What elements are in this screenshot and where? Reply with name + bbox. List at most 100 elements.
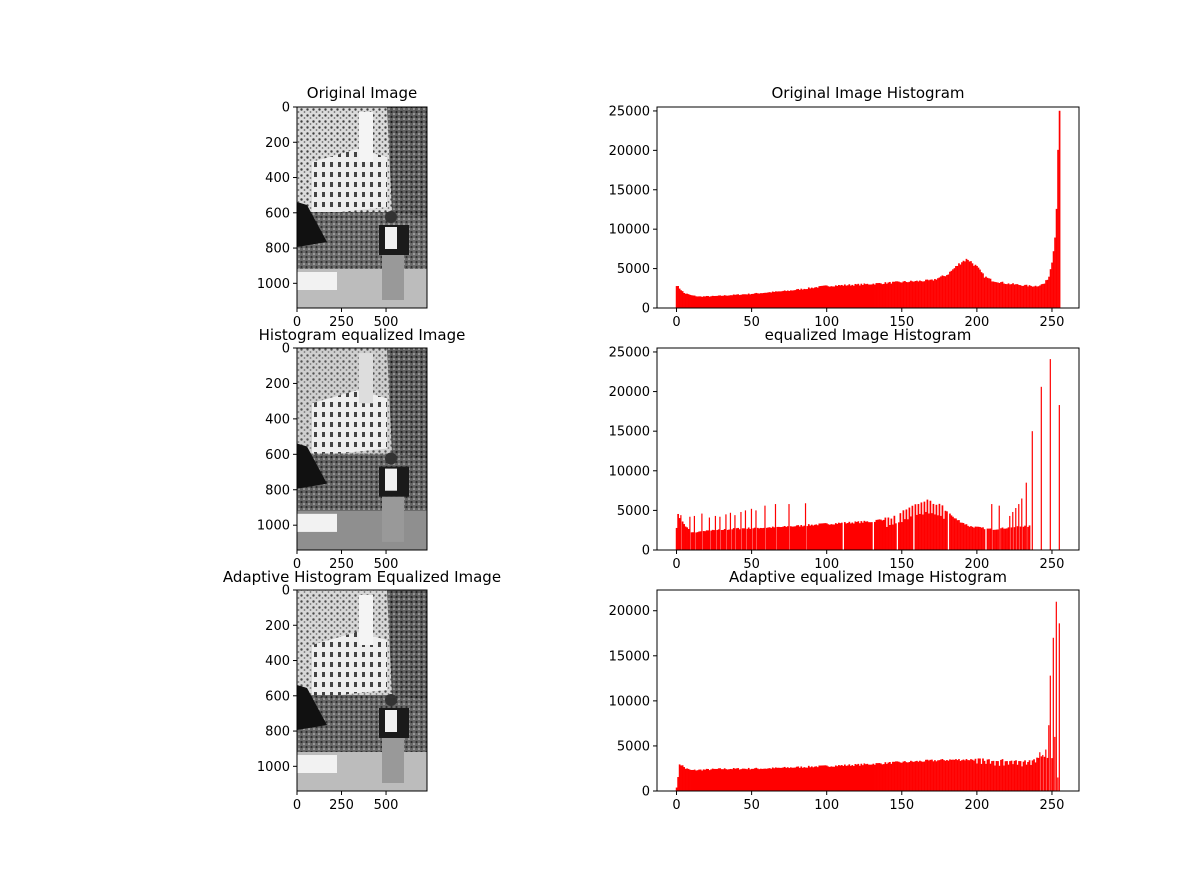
histogram-bar (967, 259, 969, 308)
histogram-bar (848, 521, 851, 550)
histogram-bar (795, 289, 798, 308)
histogram-bar (845, 765, 848, 791)
photo-person-head (385, 452, 397, 465)
histogram-bar (795, 766, 798, 791)
adaptive-image-panel: 0 250 500 0 200 400 600 800 1000 (257, 584, 428, 813)
photo-person-jeans (382, 255, 404, 300)
histogram-bar (925, 279, 927, 308)
histogram-bar (995, 761, 998, 791)
histogram-bar (1012, 283, 1014, 308)
y-tick-label: 15000 (609, 425, 650, 440)
y-tick-label: 0 (642, 302, 650, 317)
adaptive-histogram-frame (656, 589, 1080, 792)
histogram-bar (1003, 283, 1005, 308)
equalized-image-frame (296, 347, 428, 551)
histogram-bar (699, 769, 702, 791)
histogram-bar (828, 766, 831, 791)
histogram-bar (868, 284, 870, 308)
histogram-bar (798, 767, 801, 791)
histogram-bar (1022, 526, 1025, 550)
histogram-bar (743, 528, 746, 550)
histogram-bar (866, 283, 869, 308)
histogram-bar (893, 281, 896, 308)
histogram-bar (1016, 526, 1019, 550)
histogram-bar (740, 294, 743, 308)
histogram-bar (899, 513, 902, 550)
histogram-bar (827, 286, 830, 308)
y-tick-label: 400 (265, 412, 290, 427)
x-tick-label: 0 (672, 315, 680, 330)
histogram-bar (1024, 760, 1026, 791)
histogram-bar (761, 293, 764, 308)
photo-person-shirt (385, 468, 397, 491)
histogram-bar (893, 761, 896, 791)
y-tick-label: 15000 (609, 649, 650, 664)
histogram-bar (777, 767, 780, 791)
histogram-bar (707, 530, 710, 550)
histogram-bar (878, 763, 881, 791)
histogram-bar (1031, 760, 1034, 791)
histogram-bar (792, 526, 795, 550)
photo-person-head (385, 211, 397, 223)
histogram-bar (735, 294, 738, 308)
histogram-bar (774, 291, 777, 308)
histogram-bar (923, 281, 926, 308)
histogram-bar (842, 285, 845, 308)
histogram-bar (919, 280, 921, 308)
y-tick-label: 25000 (609, 104, 650, 119)
x-tick-label: 100 (814, 557, 839, 572)
histogram-bar (1024, 284, 1026, 308)
x-tick-label: 150 (889, 315, 914, 330)
histogram-bar (970, 261, 972, 308)
histogram-bar (952, 516, 954, 550)
histogram-bar (955, 518, 957, 550)
histogram-bar (932, 280, 935, 308)
histogram-bar (970, 526, 972, 550)
histogram-bar (1027, 286, 1029, 308)
histogram-bar (747, 527, 750, 550)
histogram-bar (857, 521, 860, 550)
photo-tower (359, 112, 373, 162)
histogram-bar (783, 290, 786, 308)
histogram-bar (947, 760, 950, 791)
histogram-bar (1051, 758, 1053, 791)
histogram-bar (740, 511, 742, 550)
histogram-bar (752, 528, 755, 550)
histogram-bar (904, 519, 906, 550)
histogram-bar (998, 283, 1001, 308)
histogram-bar (989, 763, 992, 791)
x-tick-label: 0 (672, 798, 680, 813)
histogram-bar (980, 763, 983, 791)
histogram-bar (722, 529, 725, 550)
histogram-bar (940, 759, 942, 791)
histogram-bar (746, 528, 749, 550)
histogram-bar (695, 296, 697, 308)
histogram-bar (689, 769, 691, 791)
histogram-bar (696, 532, 699, 550)
histogram-bar (884, 282, 887, 308)
histogram-bar (1007, 764, 1010, 791)
histogram-bar (974, 526, 977, 550)
histogram-bar (925, 511, 927, 550)
histogram-bar (864, 284, 867, 308)
histogram-bar (916, 280, 918, 308)
histogram-bar (734, 294, 737, 308)
histogram-bar (768, 768, 771, 791)
histogram-bar (708, 770, 711, 791)
histogram-bar (895, 523, 897, 550)
histogram-bar (791, 526, 794, 550)
histogram-bar (681, 521, 684, 550)
histogram-bar (962, 759, 965, 791)
histogram-bar (741, 528, 744, 550)
histogram-bar (991, 281, 993, 308)
histogram-bar (842, 765, 845, 791)
histogram-bar (958, 759, 960, 791)
histogram-bar (713, 530, 716, 550)
histogram-bar (816, 767, 819, 791)
histogram-bar (1027, 762, 1029, 791)
histogram-bar (949, 271, 951, 308)
x-tick-label: 0 (293, 798, 301, 813)
histogram-bar (895, 281, 897, 308)
histogram-bar (767, 292, 770, 308)
histogram-bar (756, 527, 759, 550)
